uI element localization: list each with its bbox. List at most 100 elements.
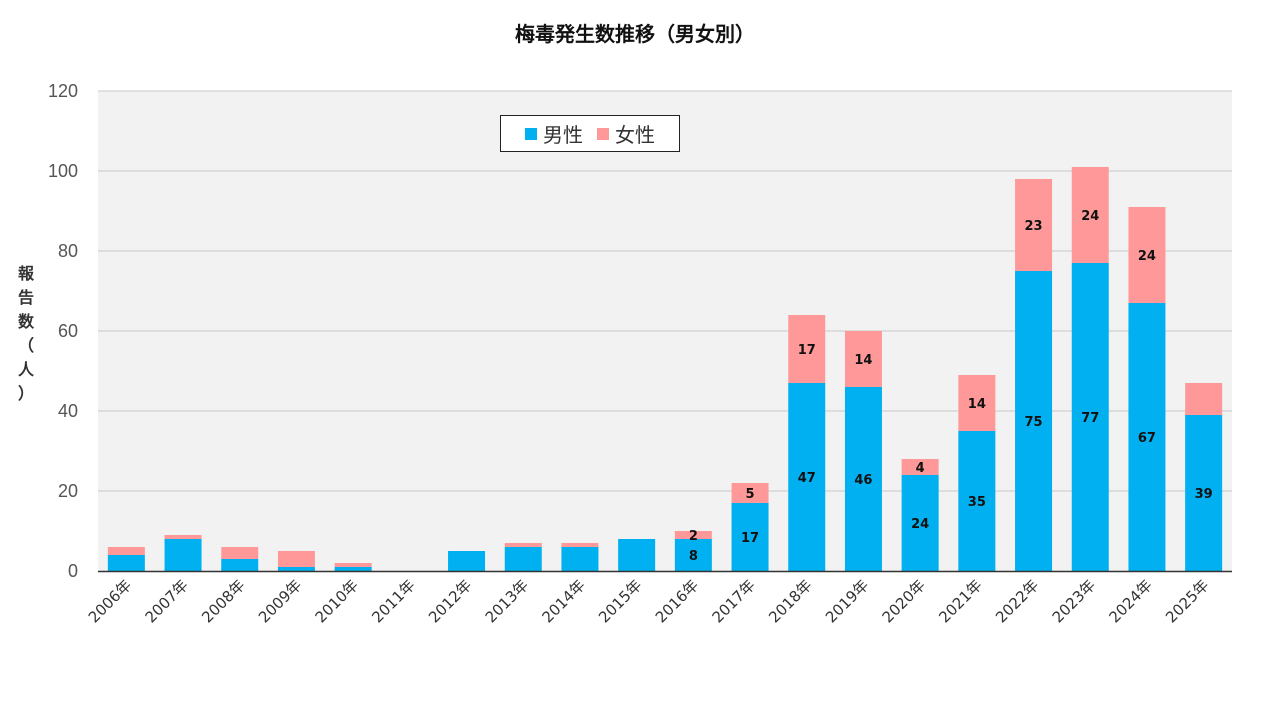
y-tick-label: 20 (58, 481, 78, 501)
x-tick-label: 2020年 (879, 576, 929, 626)
bar-segment-female (504, 543, 542, 547)
bar-segment-male (1015, 271, 1053, 571)
bar-segment-male (958, 431, 996, 571)
y-tick-label: 0 (68, 561, 78, 581)
bar-segment-male (504, 547, 542, 571)
bar-segment-male (618, 539, 656, 571)
bar-segment-female (844, 331, 882, 387)
data-label: 47 (798, 471, 816, 486)
x-tick-label: 2006年 (85, 576, 135, 626)
y-tick-labels: 0 20 40 60 80 100 120 (48, 81, 78, 581)
x-tick-label: 2022年 (992, 576, 1042, 626)
x-tick-label: 2011年 (368, 576, 418, 626)
bar-segment-female (164, 535, 202, 539)
bar-segment-male (277, 567, 315, 571)
x-tick-label: 2009年 (255, 576, 305, 626)
bar-segment-male (901, 475, 939, 571)
x-tick-label: 2012年 (425, 576, 475, 626)
bar-segment-male (164, 539, 202, 571)
data-label: 4 (916, 461, 925, 476)
data-label: 8 (689, 549, 698, 564)
bar-segment-male (107, 555, 145, 571)
bar-segment-male (334, 567, 372, 571)
bar-segment-male (788, 383, 826, 571)
x-tick-label: 2025年 (1162, 576, 1212, 626)
bar-segment-female (674, 531, 712, 539)
x-tick-label: 2008年 (198, 576, 248, 626)
bar-segment-male (674, 539, 712, 571)
y-tick-label: 40 (58, 401, 78, 421)
bar-segment-male (1185, 415, 1223, 571)
legend: 男性 女性 (500, 115, 680, 152)
x-tick-label: 2015年 (595, 576, 645, 626)
y-tick-label: 100 (48, 161, 78, 181)
x-tick-label: 2017年 (709, 576, 759, 626)
bar-segment-female (731, 483, 769, 503)
data-label: 14 (968, 397, 986, 412)
x-tick-label: 2021年 (935, 576, 985, 626)
x-tick-label: 2018年 (765, 576, 815, 626)
data-labels: 8 2 17 5 47 17 46 14 24 4 35 14 75 23 77 24 67 24 39 (689, 209, 1213, 564)
y-axis-label-char: 人 (17, 360, 34, 379)
x-tick-label: 2023年 (1049, 576, 1099, 626)
data-label: 46 (854, 473, 872, 488)
bar-segment-male (561, 547, 599, 571)
y-tick-label: 120 (48, 81, 78, 101)
bar-segment-female (788, 315, 826, 383)
legend-label-female: 女性 (615, 123, 655, 147)
legend-swatch-female (597, 127, 609, 140)
bar-segment-female (1015, 179, 1053, 271)
gridlines (98, 90, 1232, 492)
data-label: 24 (1081, 209, 1099, 224)
legend-label-male: 男性 (543, 123, 583, 147)
x-tick-labels: 2006年 2007年 2008年 2009年 2010年 2011年 2012年 2013年… (85, 576, 1213, 626)
bar-segment-male (844, 387, 882, 571)
bar-segment-female (1071, 167, 1109, 263)
bar-segment-female (901, 459, 939, 475)
bar-segment-female (277, 551, 315, 567)
legend-swatch-male (525, 127, 537, 140)
data-label: 14 (854, 353, 872, 368)
chart-title: 梅毒発生数推移（男女別） (515, 22, 755, 46)
data-label: 17 (741, 531, 759, 546)
data-label: 77 (1081, 411, 1099, 426)
y-axis-label: 報告数 （ 人 ） (14, 262, 38, 406)
data-label: 5 (746, 487, 755, 502)
y-axis-label-char: 数 (17, 312, 34, 331)
legend-item-female: 女性 (597, 119, 655, 148)
data-label: 67 (1138, 431, 1156, 446)
legend-item-male: 男性 (525, 119, 583, 148)
data-label: 24 (911, 517, 929, 532)
bar-segment-female (334, 563, 372, 567)
data-label: 2 (689, 529, 698, 544)
bar-segment-male (1071, 263, 1109, 571)
x-tick-label: 2007年 (142, 576, 192, 626)
bar-segment-male (221, 559, 259, 571)
x-tick-label: 2024年 (1105, 576, 1155, 626)
y-axis-label-char: 報 (17, 264, 34, 283)
bars (107, 167, 1223, 571)
y-tick-label: 60 (58, 321, 78, 341)
data-label: 24 (1138, 249, 1156, 264)
bar-segment-female (561, 543, 599, 547)
data-label: 23 (1025, 219, 1043, 234)
data-label: 75 (1025, 415, 1043, 430)
data-label: 17 (798, 343, 816, 358)
data-label: 39 (1195, 487, 1213, 502)
x-tick-label: 2010年 (312, 576, 362, 626)
data-label: 35 (968, 495, 986, 510)
bar-segment-male (448, 551, 486, 571)
bar-segment-male (731, 503, 769, 571)
x-tick-label: 2019年 (822, 576, 872, 626)
y-axis-label-char: ） (17, 384, 34, 403)
x-tick-label: 2014年 (538, 576, 588, 626)
bar-segment-male (1128, 303, 1166, 571)
bar-segment-female (221, 547, 259, 559)
y-tick-label: 80 (58, 241, 78, 261)
bar-segment-female (1185, 383, 1223, 415)
bar-segment-female (1128, 207, 1166, 303)
bar-segment-female (107, 547, 145, 555)
x-tick-label: 2013年 (482, 576, 532, 626)
y-axis-label-char: （ (17, 336, 34, 355)
